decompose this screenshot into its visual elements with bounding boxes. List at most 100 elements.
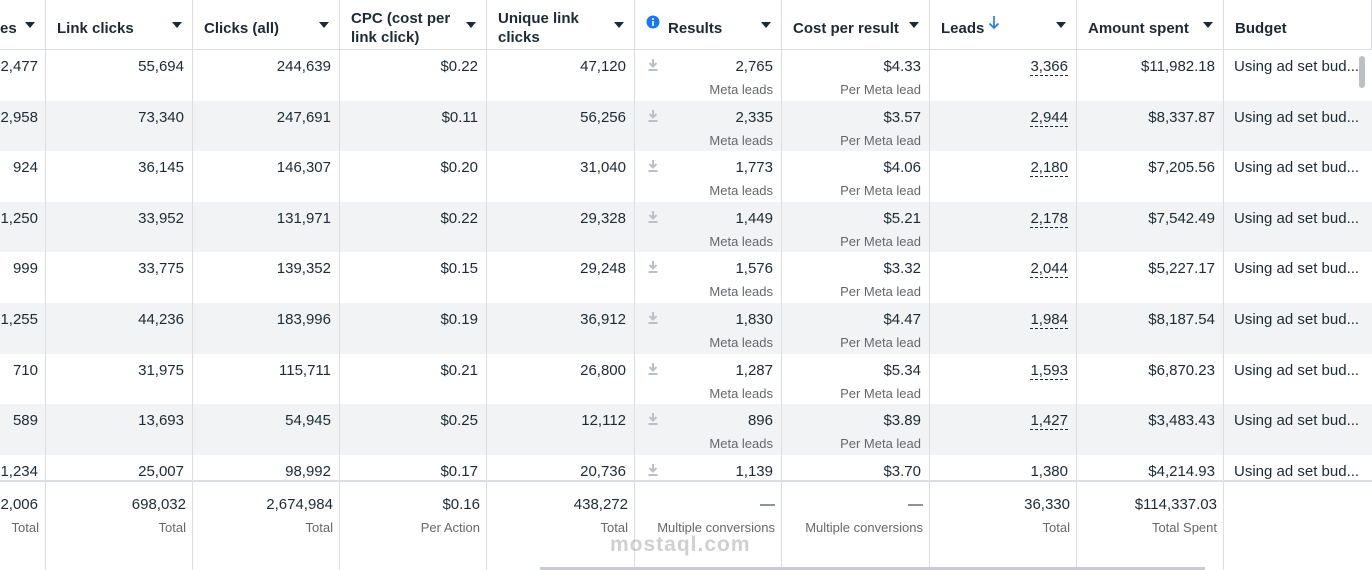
dropdown-caret: [909, 22, 919, 28]
cell-value: 589: [12, 412, 38, 430]
cell-note: Per Meta lead: [840, 233, 921, 249]
column-divider: [781, 50, 782, 480]
column-header[interactable]: Budget: [1224, 0, 1372, 50]
cell-value[interactable]: 2,178: [1030, 209, 1068, 228]
cell-value: 146,307: [276, 159, 331, 177]
row-background: [0, 303, 1372, 354]
cell-value: $3.32: [883, 260, 921, 278]
total-value: 2,006: [0, 496, 38, 513]
total-note: Total: [1042, 520, 1070, 535]
column-header[interactable]: Cost per result: [782, 0, 930, 50]
cell-value: 26,800: [580, 361, 626, 379]
column-header[interactable]: CPC (cost per link click): [340, 0, 487, 50]
cell-value: $4.47: [883, 311, 921, 328]
cell-note: Meta leads: [709, 132, 773, 148]
cell-value: 47,120: [580, 58, 626, 75]
cell-note: Per Meta lead: [840, 385, 921, 401]
total-note: Total: [305, 520, 333, 535]
row-background: [0, 100, 1372, 152]
cell-note: Meta leads: [709, 183, 773, 199]
cell-note: Per Meta lead: [840, 82, 921, 97]
total-note: Total: [11, 520, 39, 535]
column-header[interactable]: Leads: [930, 0, 1077, 50]
cell-value: $0.22: [440, 209, 478, 227]
cell-value: $4,214.93: [1148, 462, 1215, 480]
cell-value: 44,236: [138, 311, 184, 328]
scrollbar[interactable]: [1359, 56, 1365, 88]
table-footer: 2,006 Total 698,032 Total 2,674,984 Total $0.1…: [0, 480, 1372, 570]
cell-value: Using ad set bud...: [1234, 311, 1360, 328]
cell-note: Meta leads: [709, 284, 773, 300]
header-label: Results: [668, 19, 723, 37]
cell-value[interactable]: 2,180: [1030, 159, 1068, 178]
cell-value: $6,870.23: [1148, 361, 1215, 379]
column-header[interactable]: es: [0, 0, 46, 50]
column-header[interactable]: Unique link clicks: [487, 0, 635, 50]
cell-value: 2,958: [0, 108, 38, 126]
cell-value: 55,694: [138, 58, 184, 75]
dropdown-caret: [319, 22, 329, 28]
cell-value: $5.21: [883, 209, 921, 227]
cell-value: 2,765: [735, 58, 773, 75]
cell-note: Per Meta lead: [840, 284, 921, 300]
cell-value[interactable]: 1,380: [1030, 462, 1068, 480]
cell-value: Using ad set bud...: [1234, 108, 1360, 126]
cell-value[interactable]: 3,366: [1030, 58, 1068, 76]
column-header[interactable]: Amount spent: [1077, 0, 1224, 50]
column-divider: [192, 482, 193, 570]
download-icon: [648, 261, 658, 274]
row-background: [0, 50, 1372, 101]
header-label: CPC (cost per link click): [351, 10, 451, 46]
cell-value: 247,691: [276, 108, 331, 126]
column-divider: [1076, 50, 1077, 480]
total-note: Total: [600, 520, 628, 535]
cell-note: Meta leads: [709, 233, 773, 249]
cell-value: 54,945: [285, 412, 331, 430]
column-divider: [929, 482, 930, 570]
column-header[interactable]: Link clicks: [46, 0, 193, 50]
cell-value: 1,250: [0, 209, 38, 227]
dropdown-caret: [614, 22, 624, 28]
cell-value: 31,040: [580, 159, 626, 177]
cell-value: 244,639: [276, 58, 331, 75]
sort-arrow: [988, 16, 1000, 30]
total-value: 438,272: [573, 496, 628, 513]
total-note: Multiple conversions: [657, 520, 775, 535]
cell-value[interactable]: 1,427: [1030, 412, 1068, 431]
h-scrollbar[interactable]: [540, 567, 1205, 570]
cell-value[interactable]: 2,944: [1030, 108, 1068, 127]
cell-value[interactable]: 1,593: [1030, 361, 1068, 380]
cell-value: 1,234: [0, 462, 38, 480]
column-divider: [339, 482, 340, 570]
cell-value: 1,773: [735, 159, 773, 177]
cell-value: $8,187.54: [1148, 311, 1215, 328]
cell-value[interactable]: 1,984: [1030, 311, 1068, 329]
cell-value[interactable]: 2,044: [1030, 260, 1068, 279]
column-header[interactable]: Results: [635, 0, 782, 50]
cell-value: Using ad set bud...: [1234, 462, 1360, 480]
cell-value: 1,830: [735, 311, 773, 328]
total-note: Multiple conversions: [805, 520, 923, 535]
row-background: [0, 353, 1372, 405]
header-label: es: [0, 19, 17, 37]
column-divider: [929, 50, 930, 480]
cell-value: $3.57: [883, 108, 921, 126]
cell-value: $4.06: [883, 159, 921, 177]
cell-note: Per Meta lead: [840, 436, 921, 452]
cell-value: Using ad set bud...: [1234, 412, 1360, 430]
column-divider: [1223, 50, 1224, 480]
cell-value: 1,449: [735, 209, 773, 227]
cell-value: 73,340: [138, 108, 184, 126]
cell-value: $3.89: [883, 412, 921, 430]
header-label: Leads: [941, 19, 985, 37]
download-icon: [648, 59, 658, 71]
dropdown-caret: [466, 22, 476, 28]
cell-value: $0.20: [440, 159, 478, 177]
row-background: [0, 454, 1372, 480]
total-note: Per Action: [420, 520, 480, 535]
header-label: Clicks (all): [204, 19, 280, 37]
watermark: mostaql.com: [610, 533, 751, 556]
column-header[interactable]: Clicks (all): [193, 0, 340, 50]
cell-note: Meta leads: [709, 82, 773, 97]
